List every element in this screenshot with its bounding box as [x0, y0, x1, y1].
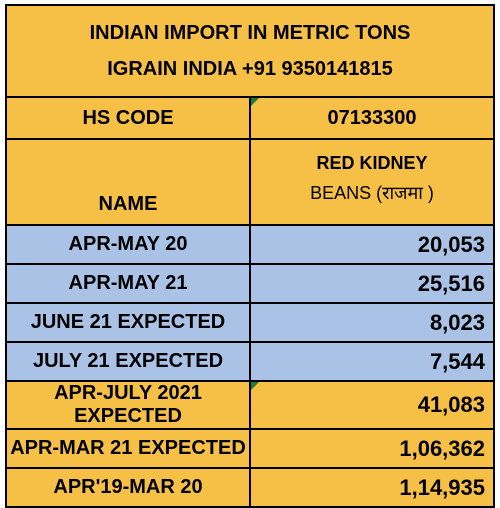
table-subtitle: IGRAIN INDIA +91 9350141815 [107, 58, 393, 80]
period-label: APR-MAY 21 [5, 263, 251, 304]
period-label: APR'19-MAR 20 [5, 467, 251, 508]
name-row: NAME RED KIDNEY BEANS (राजमा ) [5, 138, 495, 226]
data-row: JUNE 21 EXPECTED 8,023 [5, 302, 495, 343]
data-row: JULY 21 EXPECTED 7,544 [5, 341, 495, 382]
import-value: 1,14,935 [249, 467, 495, 508]
comment-marker-icon [251, 98, 259, 106]
period-label: JULY 21 EXPECTED [5, 341, 251, 382]
import-table: INDIAN IMPORT IN METRIC TONS IGRAIN INDI… [5, 4, 495, 508]
import-value: 8,023 [249, 302, 495, 343]
name-label: NAME [5, 138, 251, 226]
data-row: APR-MAY 20 20,053 [5, 224, 495, 265]
header-row: INDIAN IMPORT IN METRIC TONS IGRAIN INDI… [5, 4, 495, 98]
import-value-cell: 41,083 [249, 380, 495, 430]
import-value: 20,053 [249, 224, 495, 265]
import-value: 7,544 [249, 341, 495, 382]
table-header-cell: INDIAN IMPORT IN METRIC TONS IGRAIN INDI… [5, 4, 495, 98]
data-row: APR-JULY 2021 EXPECTED 41,083 [5, 380, 495, 430]
product-name-cell: RED KIDNEY BEANS (राजमा ) [249, 138, 495, 226]
hs-code-value-cell: 07133300 [249, 96, 495, 140]
period-label: APR-MAR 21 EXPECTED [5, 428, 251, 469]
data-row: APR-MAY 21 25,516 [5, 263, 495, 304]
data-row: APR-MAR 21 EXPECTED 1,06,362 [5, 428, 495, 469]
data-row: APR'19-MAR 20 1,14,935 [5, 467, 495, 508]
product-name-line2: BEANS (राजमा ) [310, 183, 434, 203]
table-title: INDIAN IMPORT IN METRIC TONS [89, 22, 411, 44]
import-value: 1,06,362 [249, 428, 495, 469]
comment-marker-icon [251, 382, 259, 390]
period-label: JUNE 21 EXPECTED [5, 302, 251, 343]
period-label: APR-JULY 2021 EXPECTED [5, 380, 251, 430]
hs-code-label: HS CODE [5, 96, 251, 140]
period-label: APR-MAY 20 [5, 224, 251, 265]
hs-code-row: HS CODE 07133300 [5, 96, 495, 140]
product-name-line1: RED KIDNEY [316, 153, 428, 173]
import-value: 25,516 [249, 263, 495, 304]
hs-code-value: 07133300 [327, 106, 417, 129]
import-value: 41,083 [417, 392, 485, 417]
import-table-container: INDIAN IMPORT IN METRIC TONS IGRAIN INDI… [5, 4, 495, 508]
